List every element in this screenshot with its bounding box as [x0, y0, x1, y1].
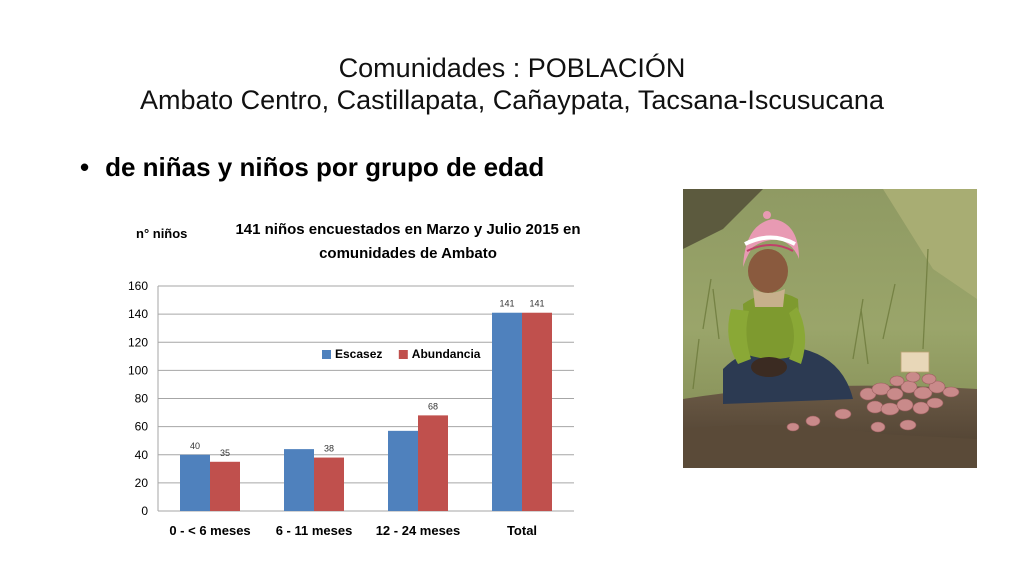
y-tick-label: 20	[135, 476, 149, 490]
data-label: 141	[529, 299, 544, 309]
data-label: 35	[220, 448, 230, 458]
legend-label-abundancia: Abundancia	[412, 347, 481, 361]
photo-child-harvesting-potatoes	[683, 189, 977, 468]
data-label: 141	[499, 299, 514, 309]
legend-label-escasez: Escasez	[335, 347, 382, 361]
slide-title: Comunidades : POBLACIÓN Ambato Centro, C…	[0, 52, 1024, 116]
bar-chart: n° niños 141 niños encuestados en Marzo …	[128, 221, 581, 538]
x-tick-label: Total	[507, 523, 537, 538]
data-label: 40	[190, 441, 200, 451]
chart-title-line-1: 141 niños encuestados en Marzo y Julio 2…	[235, 221, 580, 238]
bar-escasez-0	[180, 454, 210, 511]
bullet-dot-icon: •	[80, 152, 90, 182]
y-tick-label: 140	[128, 307, 148, 321]
x-tick-label: 12 - 24 meses	[376, 523, 461, 538]
data-label: 68	[428, 401, 438, 411]
bar-abundancia-2	[418, 415, 448, 511]
bar-abundancia-3	[522, 312, 552, 511]
chart-title-line-2: comunidades de Ambato	[319, 245, 497, 262]
bar-abundancia-1	[314, 457, 344, 511]
bullet-item: • de niñas y niños por grupo de edad	[80, 152, 544, 183]
y-axis-label: n° niños	[136, 226, 187, 241]
y-tick-label: 40	[135, 448, 149, 462]
bar-abundancia-0	[210, 461, 240, 511]
legend: Escasez Abundancia	[322, 347, 481, 361]
bullet-text: de niñas y niños por grupo de edad	[105, 152, 545, 182]
y-tick-label: 60	[135, 420, 149, 434]
y-tick-label: 160	[128, 279, 148, 293]
x-tick-label: 0 - < 6 meses	[169, 523, 250, 538]
legend-swatch-abundancia	[398, 350, 408, 359]
data-label: 38	[324, 444, 334, 454]
bar-escasez-2	[388, 430, 418, 511]
y-tick-label: 100	[128, 363, 148, 377]
y-tick-label: 80	[135, 392, 149, 406]
labels-layer: 0 20 40 60 80 100 120 140 160 40 35 0 - < 6 meses 38…	[128, 279, 545, 538]
y-tick-label: 0	[141, 504, 148, 518]
bar-escasez-3	[492, 312, 522, 511]
title-line-2: Ambato Centro, Castillapata, Cañaypata, …	[140, 85, 884, 115]
y-tick-label: 120	[128, 335, 148, 349]
legend-swatch-escasez	[322, 350, 331, 359]
bars-layer	[180, 312, 552, 511]
bar-escasez-1	[284, 449, 314, 511]
title-line-1: Comunidades : POBLACIÓN	[338, 53, 686, 83]
x-tick-label: 6 - 11 meses	[276, 523, 353, 538]
